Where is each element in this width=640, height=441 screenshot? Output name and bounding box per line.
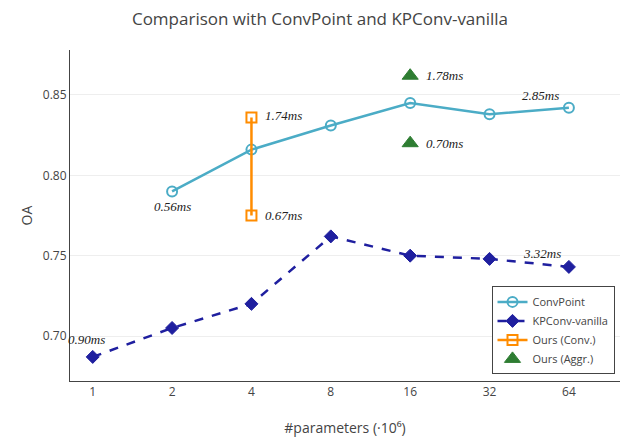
svg-text:0.75: 0.75 bbox=[43, 247, 67, 264]
svg-text:ConvPoint: ConvPoint bbox=[533, 294, 586, 309]
svg-text:8: 8 bbox=[327, 383, 334, 400]
svg-text:0.67ms: 0.67ms bbox=[265, 208, 302, 223]
svg-text:3.32ms: 3.32ms bbox=[523, 246, 561, 261]
svg-text:4: 4 bbox=[248, 383, 255, 400]
svg-text:Ours (Conv.): Ours (Conv.) bbox=[533, 332, 596, 347]
svg-text:16: 16 bbox=[403, 383, 417, 400]
svg-text:0.70ms: 0.70ms bbox=[426, 136, 463, 151]
svg-text:Comparison with ConvPoint and: Comparison with ConvPoint and KPConv-van… bbox=[132, 7, 508, 30]
svg-text:OA: OA bbox=[17, 205, 36, 225]
svg-text:0.80: 0.80 bbox=[43, 167, 67, 184]
svg-text:0.70: 0.70 bbox=[43, 327, 67, 344]
svg-text:KPConv-vanilla: KPConv-vanilla bbox=[533, 313, 608, 328]
svg-text:32: 32 bbox=[483, 383, 497, 400]
svg-text:0.85: 0.85 bbox=[43, 86, 67, 103]
svg-text:64: 64 bbox=[562, 383, 576, 400]
svg-text:1: 1 bbox=[89, 383, 96, 400]
svg-text:0.90ms: 0.90ms bbox=[68, 332, 105, 347]
svg-text:#parameters (·10⁶): #parameters (·10⁶) bbox=[284, 418, 405, 437]
svg-text:0.56ms: 0.56ms bbox=[154, 199, 191, 214]
svg-text:1.78ms: 1.78ms bbox=[426, 68, 463, 83]
svg-text:2.85ms: 2.85ms bbox=[522, 88, 559, 103]
svg-text:2: 2 bbox=[169, 383, 176, 400]
svg-text:Ours (Aggr.): Ours (Aggr.) bbox=[533, 351, 594, 366]
svg-text:1.74ms: 1.74ms bbox=[265, 108, 302, 123]
